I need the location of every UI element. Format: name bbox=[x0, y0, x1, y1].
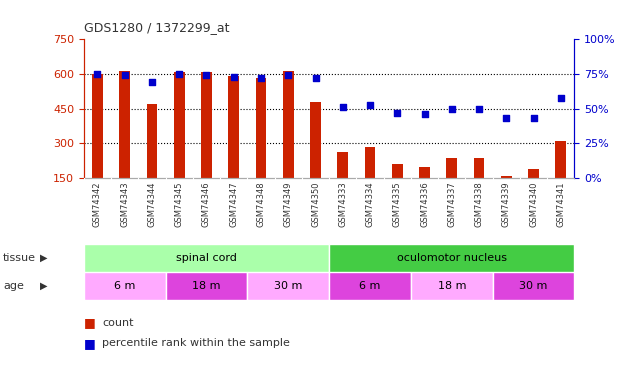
Text: spinal cord: spinal cord bbox=[176, 253, 237, 263]
Bar bbox=[174, 72, 184, 178]
Text: tissue: tissue bbox=[3, 253, 36, 263]
Text: GSM74347: GSM74347 bbox=[229, 182, 238, 227]
Text: 30 m: 30 m bbox=[274, 281, 302, 291]
Point bbox=[175, 71, 184, 77]
Text: GSM74349: GSM74349 bbox=[284, 182, 292, 227]
Bar bbox=[329, 244, 574, 272]
Text: 6 m: 6 m bbox=[114, 281, 135, 291]
Point bbox=[310, 75, 320, 81]
Bar bbox=[247, 272, 329, 300]
Point bbox=[365, 102, 375, 108]
Text: 6 m: 6 m bbox=[360, 281, 381, 291]
Text: GSM74342: GSM74342 bbox=[93, 182, 102, 227]
Bar bbox=[256, 78, 266, 178]
Bar bbox=[310, 102, 321, 178]
Text: 30 m: 30 m bbox=[519, 281, 548, 291]
Bar bbox=[419, 166, 430, 178]
Text: GSM74336: GSM74336 bbox=[420, 182, 429, 227]
Text: 18 m: 18 m bbox=[193, 281, 220, 291]
Point bbox=[392, 110, 402, 116]
Bar bbox=[92, 74, 103, 178]
Bar bbox=[411, 272, 492, 300]
Bar bbox=[446, 159, 457, 178]
Bar bbox=[365, 147, 376, 178]
Bar bbox=[283, 70, 294, 178]
Text: 18 m: 18 m bbox=[438, 281, 466, 291]
Bar bbox=[337, 152, 348, 178]
Point bbox=[93, 71, 102, 77]
Point bbox=[528, 116, 538, 122]
Text: GSM74339: GSM74339 bbox=[502, 182, 511, 227]
Bar bbox=[84, 272, 166, 300]
Bar bbox=[474, 159, 484, 178]
Point bbox=[420, 111, 430, 117]
Point bbox=[474, 106, 484, 112]
Text: ■: ■ bbox=[84, 316, 96, 329]
Text: count: count bbox=[102, 318, 134, 327]
Bar bbox=[166, 272, 247, 300]
Text: percentile rank within the sample: percentile rank within the sample bbox=[102, 338, 291, 348]
Bar bbox=[501, 176, 512, 178]
Bar bbox=[492, 272, 574, 300]
Text: oculomotor nucleus: oculomotor nucleus bbox=[397, 253, 507, 263]
Text: GSM74343: GSM74343 bbox=[120, 182, 129, 227]
Text: GSM74335: GSM74335 bbox=[392, 182, 402, 227]
Point bbox=[120, 72, 130, 78]
Point bbox=[501, 116, 511, 122]
Text: GSM74350: GSM74350 bbox=[311, 182, 320, 227]
Point bbox=[447, 106, 457, 112]
Bar bbox=[229, 76, 239, 178]
Text: GSM74340: GSM74340 bbox=[529, 182, 538, 227]
Bar bbox=[147, 104, 158, 178]
Point bbox=[147, 80, 157, 86]
Bar bbox=[528, 169, 539, 178]
Bar bbox=[119, 70, 130, 178]
Point bbox=[229, 74, 238, 80]
Point bbox=[283, 72, 293, 78]
Text: GSM74344: GSM74344 bbox=[147, 182, 156, 227]
Text: GSM74345: GSM74345 bbox=[175, 182, 184, 227]
Text: ▶: ▶ bbox=[40, 253, 48, 263]
Text: GSM74348: GSM74348 bbox=[256, 182, 266, 227]
Bar bbox=[392, 164, 402, 178]
Text: ■: ■ bbox=[84, 337, 96, 350]
Text: GSM74338: GSM74338 bbox=[474, 182, 484, 227]
Point bbox=[201, 72, 211, 78]
Text: GSM74346: GSM74346 bbox=[202, 182, 211, 227]
Text: GDS1280 / 1372299_at: GDS1280 / 1372299_at bbox=[84, 21, 229, 34]
Point bbox=[338, 104, 348, 110]
Bar bbox=[201, 72, 212, 178]
Bar bbox=[84, 244, 329, 272]
Text: age: age bbox=[3, 281, 24, 291]
Point bbox=[256, 75, 266, 81]
Text: GSM74341: GSM74341 bbox=[556, 182, 565, 227]
Bar bbox=[329, 272, 411, 300]
Bar bbox=[555, 141, 566, 178]
Text: ▶: ▶ bbox=[40, 281, 48, 291]
Point bbox=[556, 94, 566, 100]
Text: GSM74333: GSM74333 bbox=[338, 182, 347, 227]
Text: GSM74334: GSM74334 bbox=[366, 182, 374, 227]
Text: GSM74337: GSM74337 bbox=[447, 182, 456, 227]
